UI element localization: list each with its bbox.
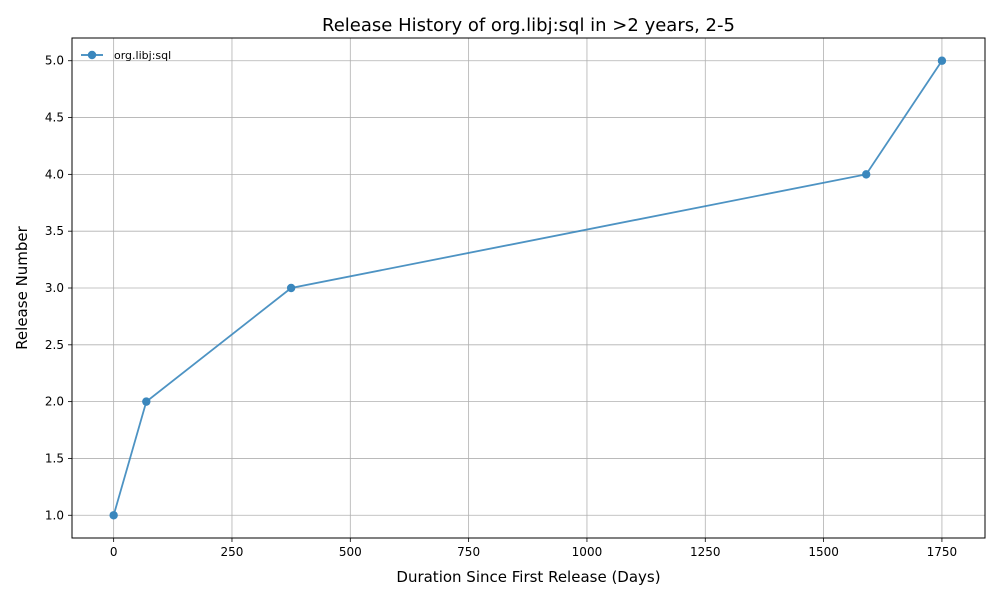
y-tick-label: 4.0	[45, 167, 64, 181]
y-tick-label: 4.5	[45, 111, 64, 125]
y-tick-label: 2.0	[45, 395, 64, 409]
grid	[72, 38, 985, 538]
data-point	[286, 283, 296, 293]
y-tick-label: 1.0	[45, 508, 64, 522]
x-tick-label: 1000	[572, 545, 603, 559]
x-tick-label: 250	[221, 545, 244, 559]
data-point	[862, 170, 871, 179]
y-tick-label: 5.0	[45, 54, 64, 68]
legend: org.libj:sql	[81, 49, 171, 62]
y-tick-label: 3.0	[45, 281, 64, 295]
x-axis-label: Duration Since First Release (Days)	[396, 568, 660, 586]
y-tick-label: 1.5	[45, 451, 64, 465]
y-tick-label: 2.5	[45, 338, 64, 352]
chart-title: Release History of org.libj:sql in >2 ye…	[322, 15, 735, 36]
x-tick-label: 0	[110, 545, 118, 559]
data-point	[142, 397, 151, 406]
data-point	[937, 56, 947, 65]
legend-marker	[87, 50, 97, 60]
series-group	[109, 56, 947, 520]
x-tick-label: 1750	[927, 545, 958, 559]
data-point	[109, 511, 118, 520]
legend-label: org.libj:sql	[114, 49, 171, 62]
y-axis-label: Release Number	[13, 225, 31, 349]
ticks: 0 250 500 750 1000 1250 1500 1750 1.0 1.5 2.0 2.5 3.…	[45, 54, 957, 559]
x-tick-label: 750	[457, 545, 480, 559]
x-tick-label: 1500	[808, 545, 839, 559]
y-tick-label: 3.5	[45, 224, 64, 238]
x-tick-label: 1250	[690, 545, 721, 559]
x-tick-label: 500	[339, 545, 362, 559]
